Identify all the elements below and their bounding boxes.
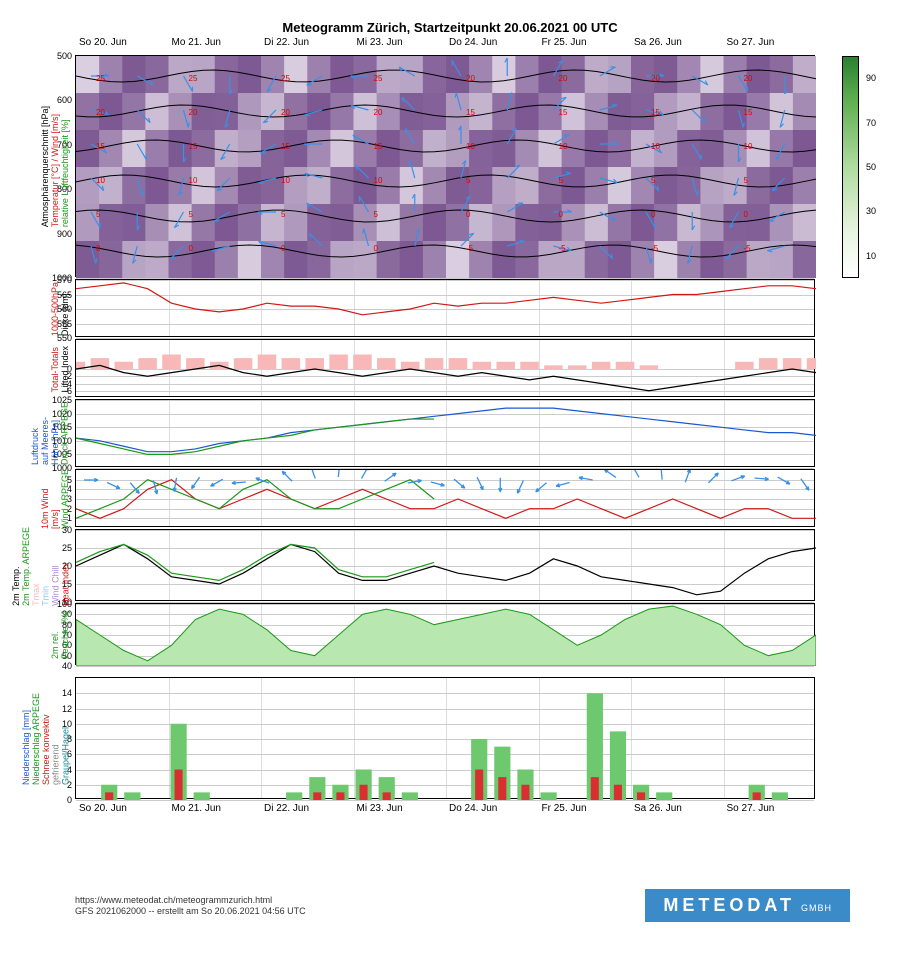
chart-area: So 20. Jun Mo 21. Jun Di 22. Jun Mi 23. Jun… xyxy=(75,55,815,900)
panel-dicke: 5505555605655701000-500hPaDicke [dm] xyxy=(75,279,815,337)
day-label: Mi 23. Jun xyxy=(357,37,403,48)
panel-precip: 02468101214Niederschlag [mm]Niederschlag… xyxy=(75,677,815,799)
day-label: Mo 21. Jun xyxy=(172,37,221,48)
chart-title: Meteogramm Zürich, Startzeitpunkt 20.06.… xyxy=(0,0,900,35)
panel-temp2m: 10152025302m Temp.2m Temp. ARPEGETmaxTmi… xyxy=(75,529,815,601)
panel-pressure: 100010051010101510201025Luftdruckauf Mee… xyxy=(75,399,815,467)
panel-cross: 5006007008009001000Atmosphärenquerschnit… xyxy=(75,55,815,277)
footer-text: https://www.meteodat.ch/meteogrammzurich… xyxy=(75,895,306,918)
day-label: So 27. Jun xyxy=(727,37,775,48)
day-label: Fr 25. Jun xyxy=(542,37,587,48)
x-axis-bottom: So 20. Jun Mo 21. Jun Di 22. Jun Mi 23. Jun… xyxy=(75,803,815,818)
meteodat-logo: METEODATGMBH xyxy=(645,889,850,922)
x-axis-top: So 20. Jun Mo 21. Jun Di 22. Jun Mi 23. Jun… xyxy=(75,37,815,52)
day-label: Sa 26. Jun xyxy=(634,37,682,48)
day-label: Di 22. Jun xyxy=(264,37,309,48)
day-label: So 20. Jun xyxy=(79,803,127,814)
day-label: Do 24. Jun xyxy=(449,803,497,814)
day-label: Sa 26. Jun xyxy=(634,803,682,814)
panel-humidity: 4050607080901002m rel.Feuchte [%] xyxy=(75,603,815,665)
panel-totals: -6-4-20Total-TotalsLifted Index xyxy=(75,339,815,397)
day-label: Do 24. Jun xyxy=(449,37,497,48)
day-label: Mo 21. Jun xyxy=(172,803,221,814)
day-label: So 20. Jun xyxy=(79,37,127,48)
day-label: Fr 25. Jun xyxy=(542,803,587,814)
day-label: So 27. Jun xyxy=(727,803,775,814)
day-label: Mi 23. Jun xyxy=(357,803,403,814)
day-label: Di 22. Jun xyxy=(264,803,309,814)
panel-wind10: 1234510m Wind[m/s]Wind ARPEGE xyxy=(75,469,815,527)
